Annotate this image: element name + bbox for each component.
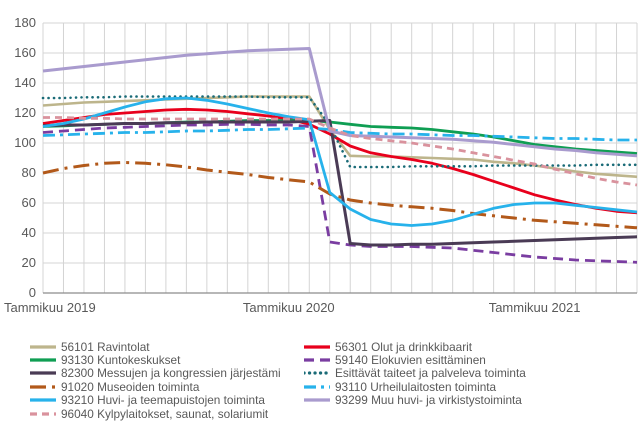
legend-item-93210: 93210 Huvi- ja teemapuistojen toiminta — [30, 393, 281, 408]
x-tick-label: Tammikuu 2021 — [489, 300, 581, 315]
series-line-96040 — [43, 116, 638, 187]
legend-label-93210: 93210 Huvi- ja teemapuistojen toiminta — [61, 393, 265, 408]
legend-column-left: 56101 Ravintolat 93130 Kuntokeskukset 8230… — [30, 339, 281, 421]
series-line-93210 — [42, 96, 638, 227]
y-tick-label: 120 — [14, 105, 36, 120]
chart-legend: 56101 Ravintolat 93130 Kuntokeskukset 8230… — [0, 338, 643, 423]
legend-label-82300: 82300 Messujen ja kongressien järjestämi — [61, 366, 281, 381]
legend-label-93299: 93299 Muu huvi- ja virkistystoiminta — [335, 393, 522, 408]
legend-item-91020: 91020 Museoiden toiminta — [30, 379, 281, 394]
legend-item-96040: 96040 Kylpylaitokset, saunat, solariumit — [30, 406, 281, 421]
y-tick-label: 20 — [22, 255, 36, 270]
y-tick-label: 140 — [14, 75, 36, 90]
series-lines — [41, 47, 639, 264]
legend-label-96040: 96040 Kylpylaitokset, saunat, solariumit — [61, 406, 269, 421]
x-axis-labels: Tammikuu 2019 Tammikuu 2020 Tammikuu 2021 — [4, 300, 580, 315]
legend-swatch-59140 — [304, 358, 330, 362]
gridlines — [42, 22, 638, 293]
legend-label-93130: 93130 Kuntokeskukset — [61, 353, 181, 368]
series-line-82300 — [42, 119, 638, 247]
legend-label-93110: 93110 Urheilulaitosten toiminta — [335, 379, 497, 394]
legend-swatch-82300 — [30, 371, 56, 376]
legend-item-esittavat: Esittävät taiteet ja palveleva toiminta — [304, 366, 526, 381]
legend-label-56101: 56101 Ravintolat — [61, 339, 150, 354]
legend-label-59140: 59140 Elokuvien esittäminen — [335, 353, 486, 368]
series-line-56301 — [42, 107, 638, 215]
y-tick-label: 60 — [22, 195, 36, 210]
legend-item-82300: 82300 Messujen ja kongressien järjestämi — [30, 366, 281, 381]
legend-swatch-56301 — [304, 345, 330, 349]
y-tick-label: 160 — [14, 45, 36, 60]
legend-swatch-93299 — [304, 398, 330, 402]
series-line-59140 — [42, 122, 638, 264]
legend-swatch-93130 — [30, 358, 56, 362]
legend-swatch-esittavat — [304, 371, 330, 376]
legend-label-56301: 56301 Olut ja drinkkibaarit — [335, 339, 473, 354]
x-tick-label: Tammikuu 2020 — [243, 300, 335, 315]
legend-label-esittavat: Esittävät taiteet ja palveleva toiminta — [335, 366, 526, 381]
y-tick-label: 180 — [14, 15, 36, 30]
legend-item-56101: 56101 Ravintolat — [30, 339, 281, 354]
legend-item-56301: 56301 Olut ja drinkkibaarit — [304, 339, 526, 354]
legend-column-right: 56301 Olut ja drinkkibaarit 59140 Elokuvi… — [304, 340, 526, 407]
y-axis-labels: 0 20 40 60 80 100 120 140 160 180 — [14, 15, 36, 300]
series-line-91020 — [42, 161, 638, 230]
series-line-93299 — [42, 47, 638, 158]
series-line-esittavat — [41, 95, 639, 169]
y-tick-label: 100 — [14, 135, 36, 150]
legend-swatch-56101 — [30, 345, 56, 349]
legend-swatch-96040 — [30, 412, 56, 416]
chart-panel: 0 20 40 60 80 100 120 140 160 180 Tammikuu 2019 Tam… — [4, 15, 639, 315]
legend-label-91020: 91020 Museoiden toiminta — [61, 379, 200, 394]
legend-item-93130: 93130 Kuntokeskukset — [30, 353, 281, 368]
x-tick-label: Tammikuu 2019 — [4, 300, 96, 315]
legend-item-93110: 93110 Urheilulaitosten toiminta — [304, 379, 526, 394]
legend-swatch-91020 — [30, 385, 56, 389]
series-line-56101 — [42, 95, 638, 179]
y-tick-label: 80 — [22, 165, 36, 180]
y-tick-label: 0 — [29, 285, 36, 300]
legend-swatch-93210 — [30, 398, 56, 402]
legend-swatch-93110 — [304, 385, 330, 389]
y-tick-label: 40 — [22, 225, 36, 240]
legend-item-93299: 93299 Muu huvi- ja virkistystoiminta — [304, 393, 526, 408]
legend-item-59140: 59140 Elokuvien esittäminen — [304, 353, 526, 368]
